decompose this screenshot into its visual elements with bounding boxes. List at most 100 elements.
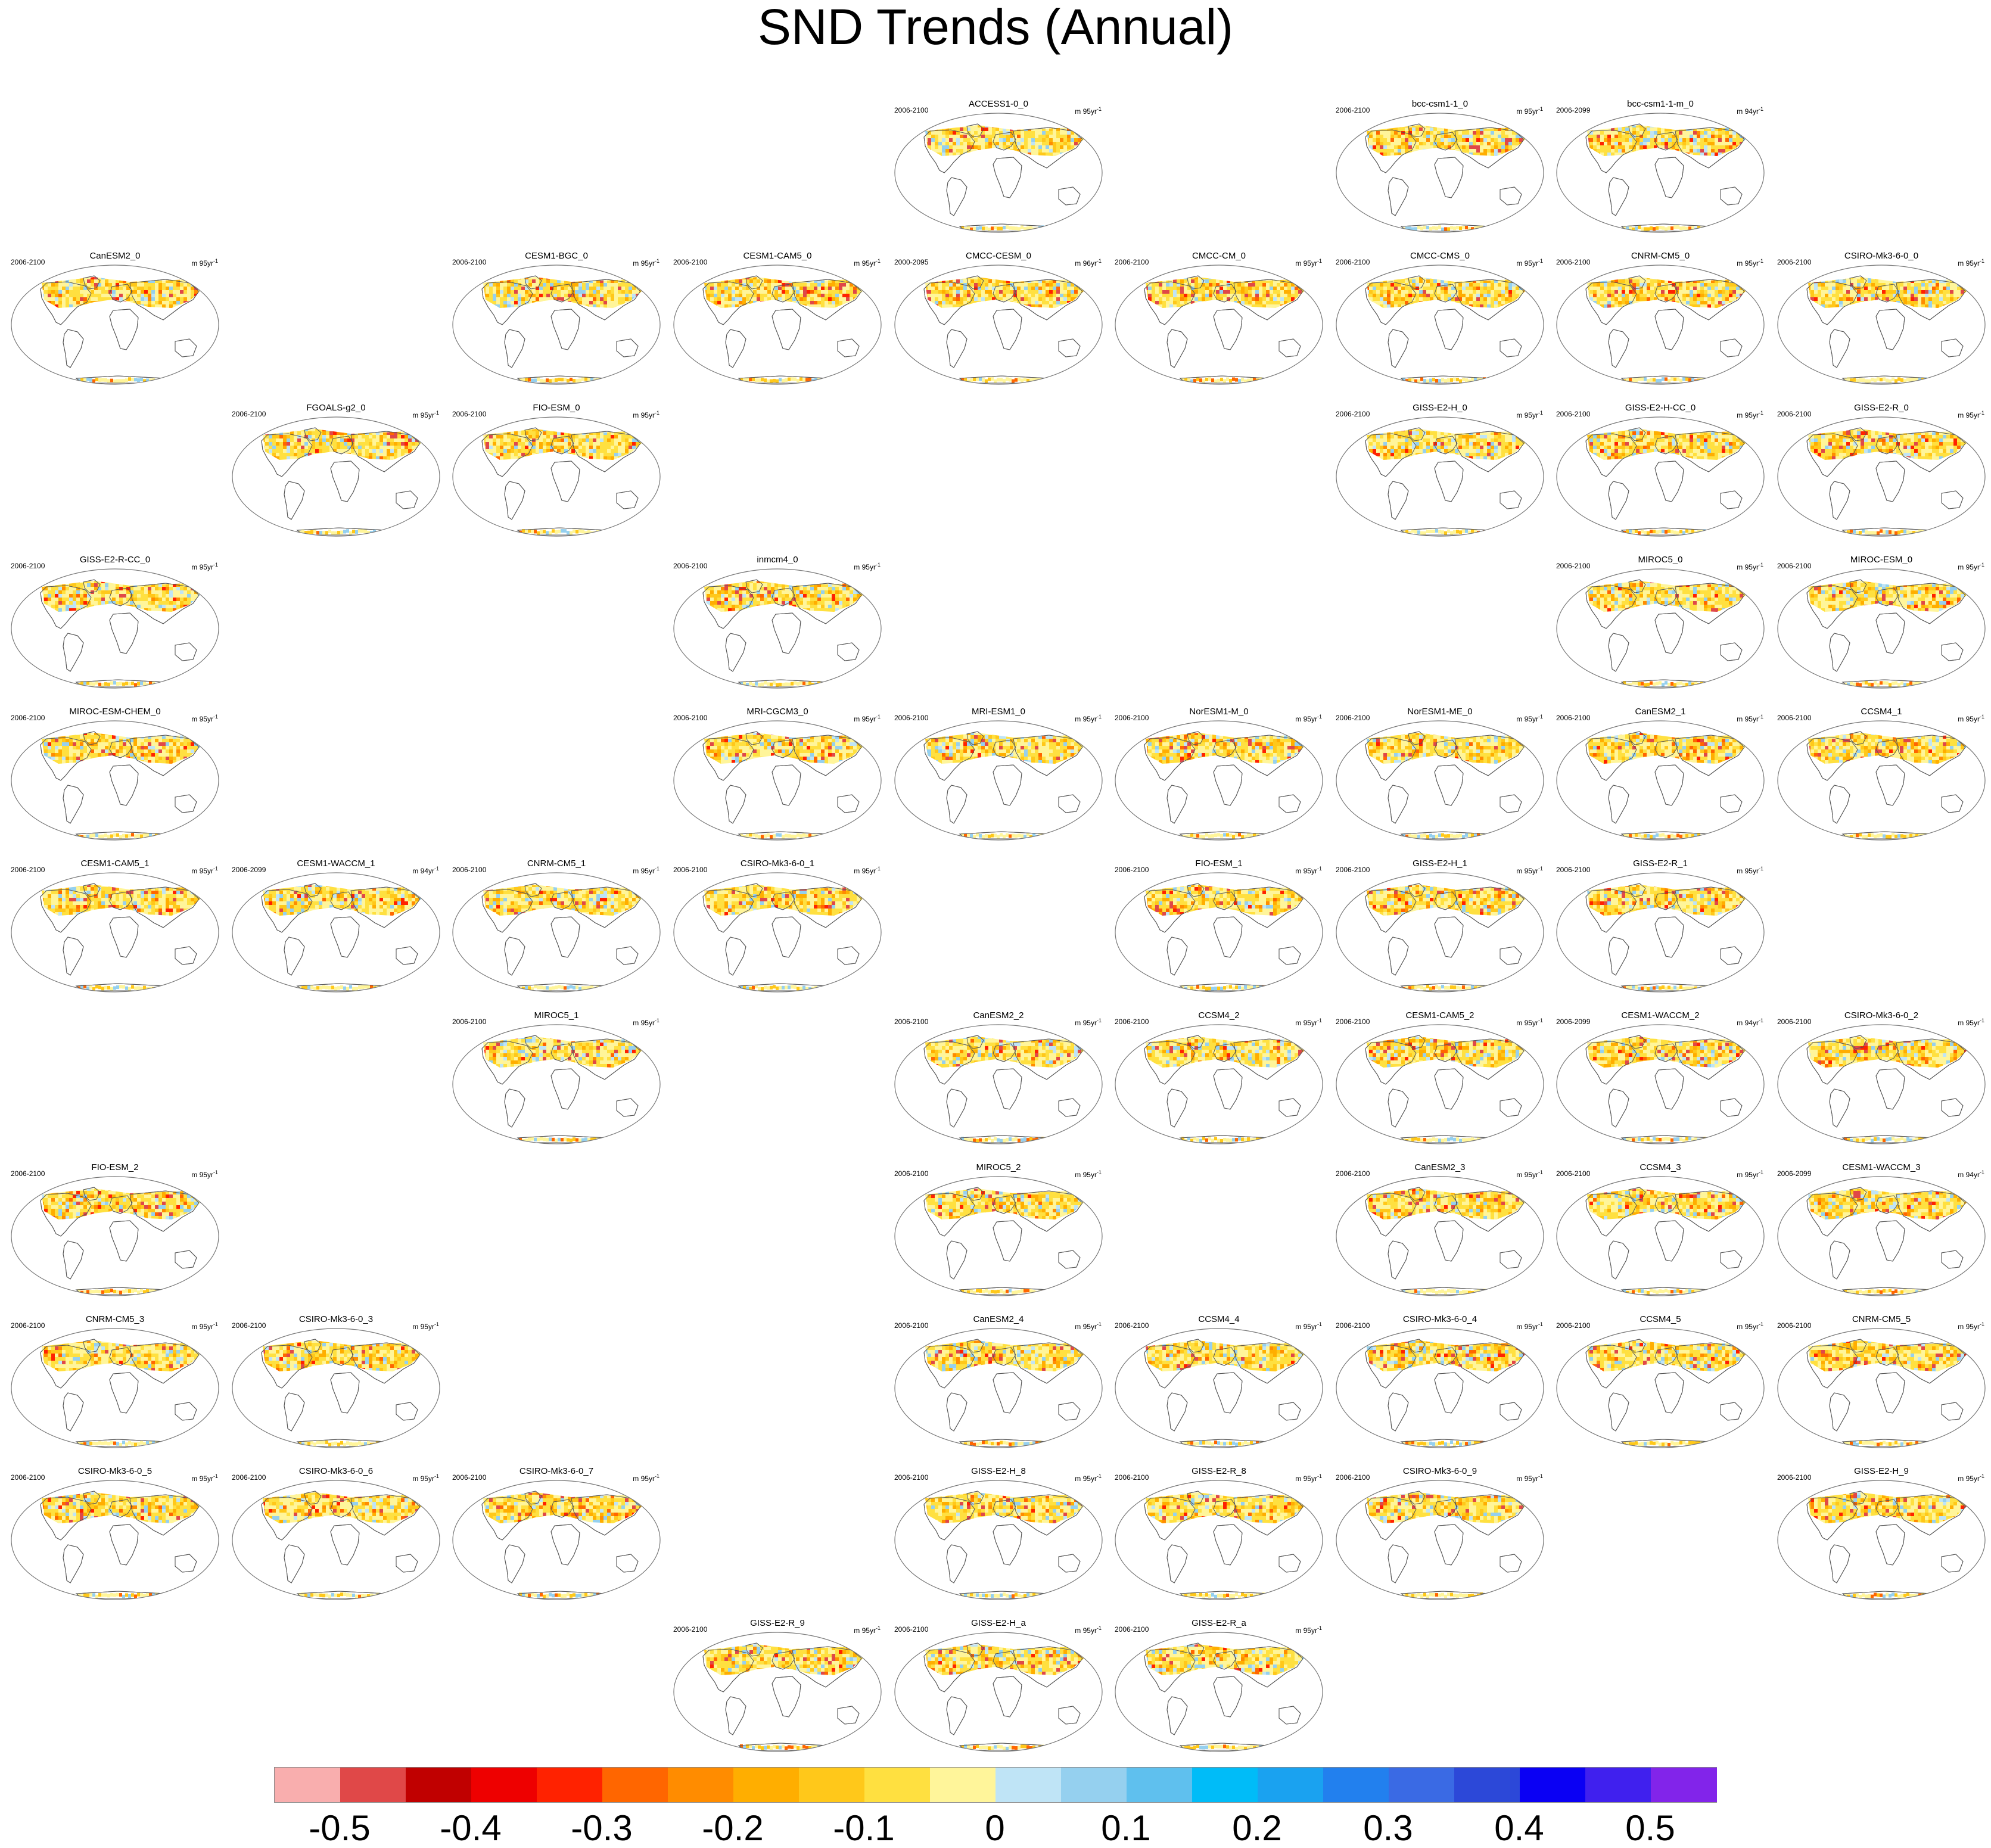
panel-units: m 95yr-1 — [1516, 106, 1543, 116]
continent-africa — [331, 1373, 359, 1413]
panel-units: m 95yr-1 — [1516, 258, 1543, 267]
colorbar-swatch — [340, 1768, 406, 1802]
panel-units: m 95yr-1 — [191, 258, 218, 267]
continent-africa — [1655, 461, 1684, 502]
panel-units: m 95yr-1 — [1737, 258, 1763, 267]
continent-africa — [993, 1069, 1022, 1109]
continent-africa — [1876, 1525, 1905, 1565]
continent-africa — [993, 1525, 1022, 1565]
panel-units: m 95yr-1 — [1737, 714, 1763, 723]
panel-units: m 95yr-1 — [1737, 866, 1763, 875]
panel-units: m 95yr-1 — [633, 1018, 659, 1027]
continent-africa — [551, 917, 580, 957]
panel-units: m 95yr-1 — [1516, 866, 1543, 875]
continent-africa — [993, 1676, 1022, 1717]
continent-africa — [772, 765, 801, 805]
colorbar-swatch — [1651, 1768, 1717, 1802]
continent-africa — [772, 1676, 801, 1717]
continent-africa — [772, 917, 801, 957]
panel-units: m 96yr-1 — [1075, 258, 1102, 267]
continent-africa — [1876, 1373, 1905, 1413]
colorbar-swatch — [996, 1768, 1062, 1802]
continent-africa — [1876, 309, 1905, 350]
panel-units: m 95yr-1 — [1516, 1321, 1543, 1331]
colorbar-tick-label: -0.3 — [554, 1809, 649, 1848]
colorbar-swatch — [275, 1768, 341, 1802]
continent-africa — [1655, 309, 1684, 350]
colorbar-swatch — [864, 1768, 931, 1802]
colorbar-swatch — [1258, 1768, 1324, 1802]
colorbar-tick-label: 0 — [947, 1809, 1043, 1848]
colorbar-swatch — [668, 1768, 734, 1802]
continent-africa — [1435, 1373, 1463, 1413]
panel-units: m 95yr-1 — [1516, 1169, 1543, 1179]
panel-units: m 95yr-1 — [1516, 1018, 1543, 1027]
continent-africa — [1655, 765, 1684, 805]
continent-africa — [110, 1221, 138, 1261]
continent-africa — [551, 1069, 580, 1109]
continent-africa — [1876, 613, 1905, 654]
colorbar-swatch — [1127, 1768, 1193, 1802]
continent-africa — [110, 309, 138, 350]
panel-units: m 95yr-1 — [1295, 1473, 1322, 1483]
panel-units: m 95yr-1 — [1958, 258, 1984, 267]
colorbar — [274, 1767, 1717, 1803]
continent-africa — [331, 917, 359, 957]
continent-africa — [110, 1373, 138, 1413]
panel-units: m 95yr-1 — [1295, 866, 1322, 875]
colorbar-tick-label: 0.2 — [1209, 1809, 1305, 1848]
continent-africa — [551, 309, 580, 350]
continent-africa — [110, 1525, 138, 1565]
colorbar-swatch — [1520, 1768, 1586, 1802]
panel-units: m 95yr-1 — [1958, 1473, 1984, 1483]
panel-units: m 95yr-1 — [1295, 1018, 1322, 1027]
panel-units: m 95yr-1 — [854, 562, 881, 571]
panel-units: m 94yr-1 — [1958, 1169, 1984, 1179]
colorbar-tick-label: -0.2 — [685, 1809, 780, 1848]
panel-units: m 95yr-1 — [1516, 410, 1543, 419]
colorbar-swatch — [1192, 1768, 1258, 1802]
continent-africa — [1876, 1221, 1905, 1261]
continent-africa — [993, 765, 1022, 805]
panel-units: m 94yr-1 — [412, 866, 439, 875]
colorbar-tick-label: -0.4 — [423, 1809, 518, 1848]
panel-units: m 95yr-1 — [1075, 1169, 1102, 1179]
continent-africa — [331, 1525, 359, 1565]
panel-units: m 95yr-1 — [191, 562, 218, 571]
continent-africa — [1435, 1221, 1463, 1261]
panel-units: m 95yr-1 — [1958, 1018, 1984, 1027]
panel-units: m 95yr-1 — [1075, 1018, 1102, 1027]
panel-units: m 95yr-1 — [191, 1473, 218, 1483]
continent-africa — [1214, 917, 1242, 957]
panel-units: m 95yr-1 — [1295, 714, 1322, 723]
panel-units: m 95yr-1 — [633, 1473, 659, 1483]
continent-africa — [1655, 1069, 1684, 1109]
panel-units: m 95yr-1 — [633, 258, 659, 267]
continent-africa — [772, 613, 801, 654]
